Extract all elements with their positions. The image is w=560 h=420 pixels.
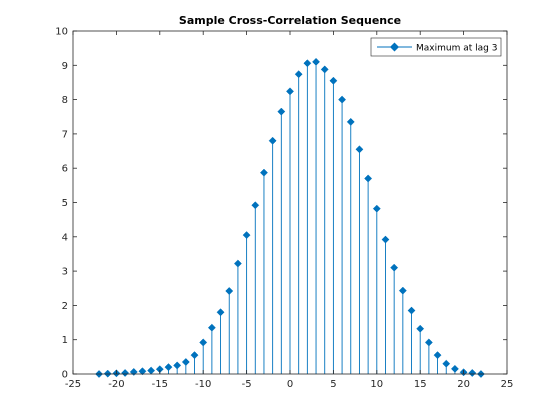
- x-tick-label: -20: [108, 379, 124, 390]
- stem-marker: [190, 351, 199, 360]
- stem-marker: [416, 324, 425, 333]
- stem-marker: [225, 287, 234, 295]
- y-tick-label: 10: [55, 27, 68, 38]
- stem-marker: [286, 87, 294, 96]
- x-tick-label: 20: [457, 379, 470, 390]
- x-tick-label: -5: [242, 379, 252, 390]
- stem-marker: [390, 263, 399, 272]
- stem-marker: [450, 364, 459, 373]
- y-tick-label: 9: [62, 61, 68, 72]
- y-tick-label: 2: [62, 301, 68, 312]
- stem-marker: [251, 201, 260, 210]
- y-tick-label: 4: [62, 232, 68, 243]
- y-axis: 0 1 2 3 4 5 6 7 8 9 10: [55, 27, 507, 381]
- stem-marker: [242, 231, 251, 240]
- stem-marker: [355, 145, 364, 154]
- stem-marker: [268, 136, 277, 145]
- stem-marker: [173, 361, 182, 370]
- x-tick-label: 5: [330, 379, 336, 390]
- x-tick-label: -15: [152, 379, 168, 390]
- stem-marker: [346, 117, 355, 126]
- legend-label: Maximum at lag 3: [416, 44, 497, 54]
- stem-marker: [320, 65, 329, 74]
- stem-marker: [138, 367, 147, 376]
- y-tick-label: 3: [62, 267, 68, 278]
- stem-marker: [260, 168, 268, 177]
- y-tick-label: 5: [62, 198, 68, 209]
- y-tick-label: 1: [62, 335, 68, 346]
- x-tick-label: 0: [287, 379, 293, 390]
- stem-marker: [433, 351, 442, 360]
- stem-marker: [277, 107, 286, 116]
- stem-marker: [372, 204, 381, 213]
- x-tick-label: -25: [65, 379, 81, 390]
- stem-marker: [442, 359, 451, 368]
- y-tick-label: 6: [62, 164, 68, 175]
- x-tick-label: 15: [414, 379, 427, 390]
- x-tick-label: 25: [501, 379, 514, 390]
- stem-marker: [181, 358, 190, 366]
- stem-marker: [121, 369, 130, 377]
- stem-marker: [216, 308, 225, 317]
- legend-box: [370, 37, 502, 57]
- stem-marker: [338, 95, 347, 104]
- stem-marker: [407, 306, 416, 315]
- stem-marker: [129, 367, 138, 376]
- y-tick-label: 7: [62, 129, 68, 140]
- stem-marker: [233, 259, 242, 268]
- x-axis: -25 -20 -15 -10 -5 0 5 10 15 20 25: [65, 31, 514, 390]
- y-tick-label: 0: [62, 370, 68, 381]
- x-tick-label: 10: [370, 379, 383, 390]
- series-stems: [95, 57, 485, 378]
- stem-marker: [312, 57, 320, 66]
- x-tick-label: -10: [195, 379, 211, 390]
- stem-marker: [468, 369, 477, 377]
- stem-marker: [398, 286, 407, 295]
- legend-marker: [389, 42, 400, 52]
- stem-marker: [424, 338, 433, 347]
- stem-marker: [381, 235, 390, 244]
- stem-marker: [199, 338, 208, 347]
- chart-title: Sample Cross-Correlation Sequence: [179, 14, 401, 27]
- legend: Maximum at lag 3: [370, 37, 502, 57]
- stem-marker: [329, 76, 338, 85]
- stem-marker: [207, 323, 216, 332]
- stem-marker: [303, 59, 312, 68]
- stem-marker: [294, 70, 303, 79]
- stem-marker: [164, 363, 173, 372]
- stem-marker: [364, 174, 373, 183]
- y-tick-label: 8: [62, 95, 68, 106]
